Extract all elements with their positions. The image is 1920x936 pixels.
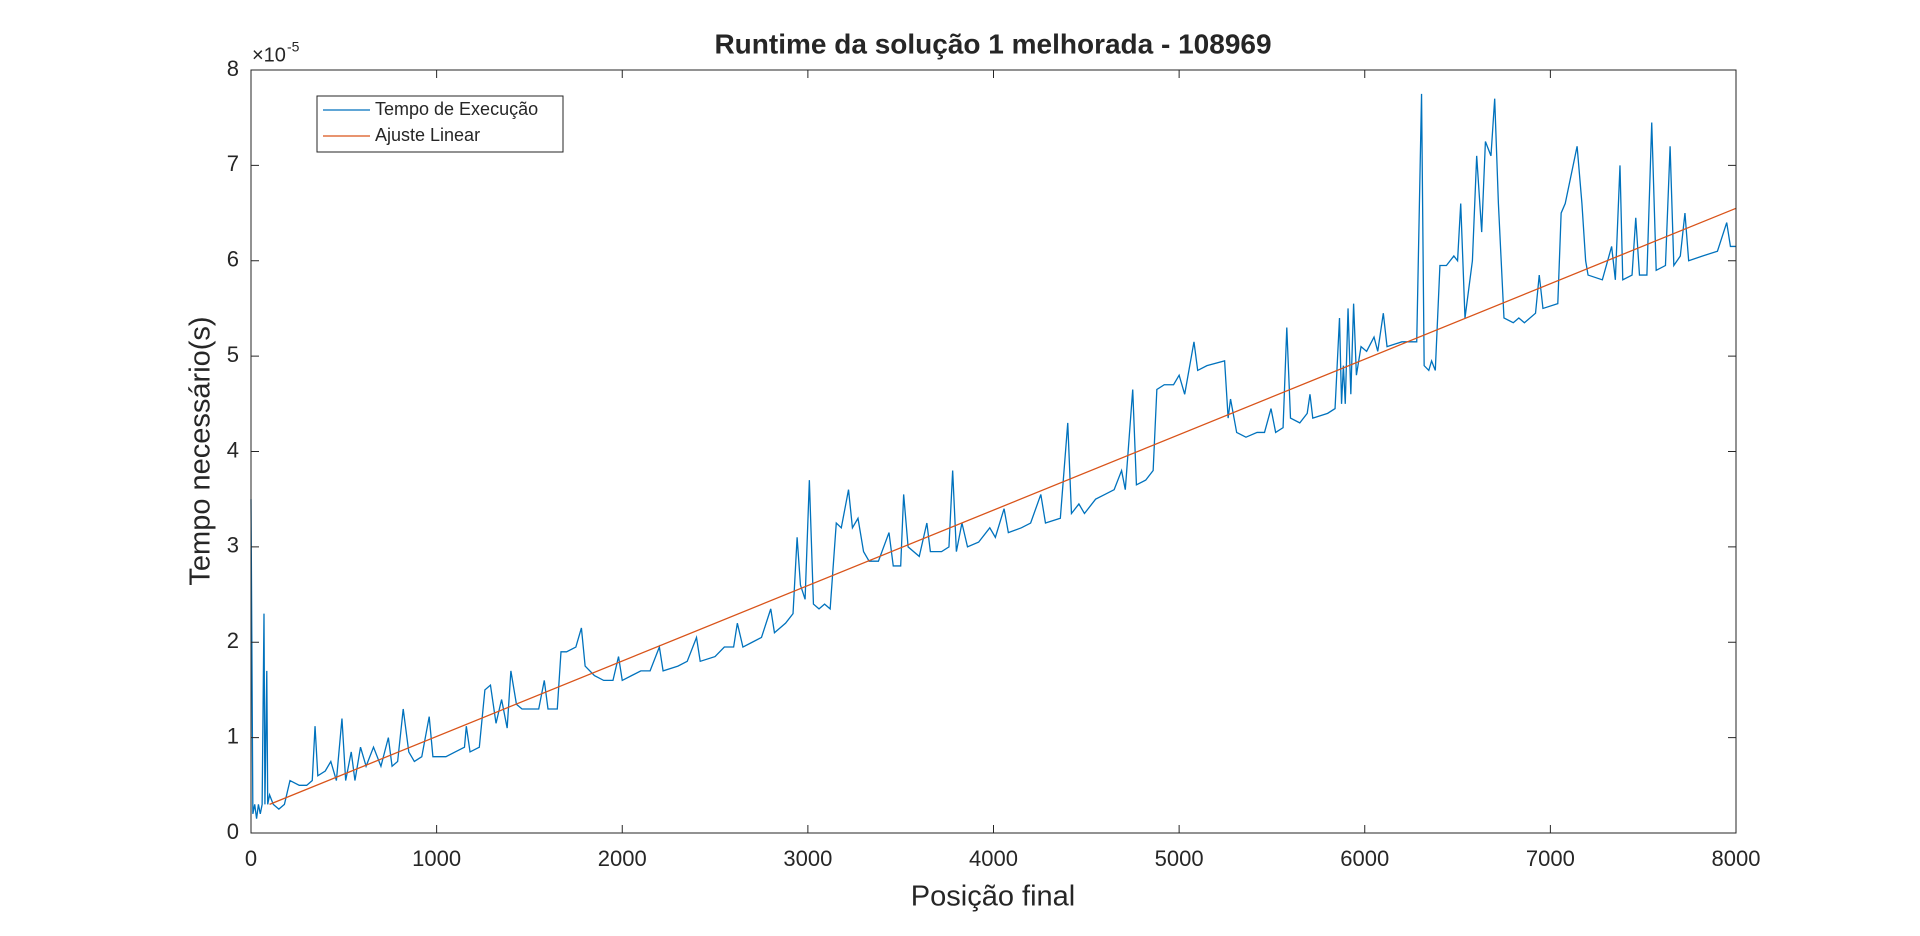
y-tick-label: 2 (227, 628, 239, 653)
x-axis-label: Posição final (911, 881, 1075, 913)
y-multiplier-exponent: -5 (287, 39, 300, 55)
x-tick-label: 3000 (783, 846, 832, 871)
y-tick-label: 3 (227, 533, 239, 558)
x-tick-label: 1000 (412, 846, 461, 871)
y-tick-label: 8 (227, 56, 239, 81)
y-tick-label: 5 (227, 342, 239, 367)
legend-label: Ajuste Linear (375, 125, 480, 145)
chart-title: Runtime da solução 1 melhorada - 108969 (714, 28, 1271, 59)
y-tick-label: 4 (227, 437, 239, 462)
y-tick-label: 1 (227, 723, 239, 748)
y-tick-label: 6 (227, 247, 239, 272)
x-tick-label: 7000 (1526, 846, 1575, 871)
legend-label: Tempo de Execução (375, 99, 538, 119)
x-tick-label: 5000 (1155, 846, 1204, 871)
data-line (269, 207, 1737, 805)
data-line (250, 93, 1736, 819)
y-axis-label: Tempo necessário(s) (185, 316, 217, 585)
x-tick-label: 8000 (1712, 846, 1761, 871)
legend-box (316, 95, 564, 153)
x-tick-label: 6000 (1340, 846, 1389, 871)
legend: Tempo de Execução Ajuste Linear (316, 95, 564, 153)
x-tick-label: 0 (245, 846, 257, 871)
y-tick-label: 0 (227, 819, 239, 844)
y-tick-label: 7 (227, 151, 239, 176)
x-tick-label: 2000 (598, 846, 647, 871)
y-multiplier-base: ×10 (252, 44, 286, 66)
x-tick-label: 4000 (969, 846, 1018, 871)
